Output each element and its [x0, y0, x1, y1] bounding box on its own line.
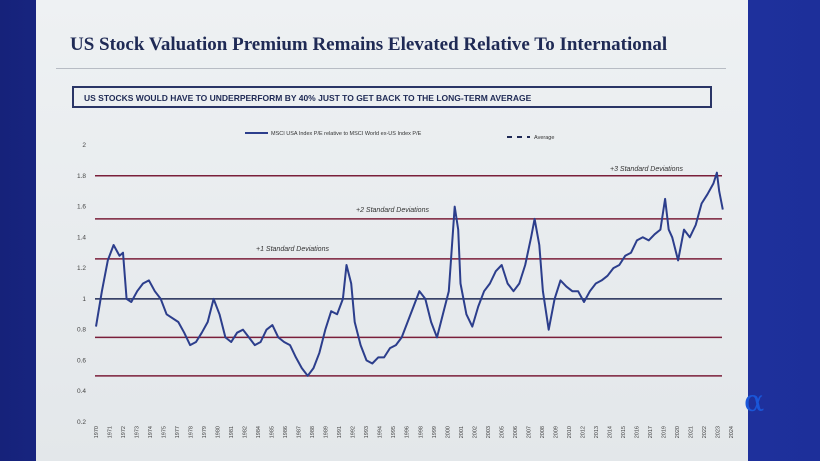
- callout-text: US STOCKS WOULD HAVE TO UNDERPERFORM BY …: [84, 93, 532, 103]
- x-tick-label: 2009: [553, 426, 559, 438]
- x-tick-label: 1999: [432, 426, 438, 438]
- x-tick-label: 2020: [675, 426, 681, 438]
- std-deviation-label: +2 Standard Deviations: [356, 207, 429, 214]
- x-tick-label: 1977: [175, 426, 181, 438]
- x-tick-label: 1974: [148, 426, 154, 438]
- x-tick-label: 2005: [499, 426, 505, 438]
- y-tick-label: 1.8: [77, 173, 86, 180]
- x-tick-label: 2010: [567, 426, 573, 438]
- x-tick-label: 1982: [243, 426, 249, 438]
- x-tick-label: 1998: [418, 426, 424, 438]
- slide: [36, 0, 748, 461]
- series-line-relative-pe: [95, 171, 724, 377]
- x-tick-label: 1980: [216, 426, 222, 438]
- x-tick-label: 2024: [729, 426, 735, 438]
- x-tick-label: 1970: [94, 426, 100, 438]
- x-tick-label: 1984: [256, 426, 262, 438]
- x-tick-label: 1988: [310, 426, 316, 438]
- y-tick-label: 1: [82, 296, 86, 303]
- x-tick-label: 2022: [702, 426, 708, 438]
- x-tick-label: 1972: [121, 426, 127, 438]
- x-tick-label: 1989: [324, 426, 330, 438]
- x-tick-label: 1978: [189, 426, 195, 438]
- x-tick-label: 2002: [472, 426, 478, 438]
- x-tick-label: 1979: [202, 426, 208, 438]
- x-tick-label: 1991: [337, 426, 343, 438]
- x-tick-label: 1995: [391, 426, 397, 438]
- legend-average-label: Average: [534, 135, 554, 141]
- x-tick-label: 2019: [661, 426, 667, 438]
- y-tick-label: 0.8: [77, 327, 86, 334]
- x-tick-label: 1981: [229, 426, 235, 438]
- x-tick-label: 1992: [351, 426, 357, 438]
- title-divider: [56, 68, 726, 69]
- x-tick-label: 2007: [526, 426, 532, 438]
- std-deviation-label: +1 Standard Deviations: [256, 246, 329, 253]
- y-tick-label: 1.6: [77, 204, 86, 211]
- x-tick-label: 1993: [364, 426, 370, 438]
- x-tick-label: 1987: [297, 426, 303, 438]
- x-tick-label: 1986: [283, 426, 289, 438]
- y-tick-label: 1.4: [77, 234, 86, 241]
- x-tick-label: 2017: [648, 426, 654, 438]
- slide-title: US Stock Valuation Premium Remains Eleva…: [70, 34, 668, 55]
- x-tick-label: 2003: [486, 426, 492, 438]
- x-tick-label: 1985: [270, 426, 276, 438]
- y-tick-label: 0.6: [77, 357, 86, 364]
- x-tick-label: 2001: [459, 426, 465, 438]
- std-deviation-label: +3 Standard Deviations: [610, 166, 683, 173]
- x-tick-label: 2023: [715, 426, 721, 438]
- legend-series-label: MSCI USA Index P/E relative to MSCI Worl…: [271, 131, 422, 137]
- x-tick-label: 1971: [108, 426, 114, 438]
- x-tick-label: 1975: [162, 426, 168, 438]
- y-tick-label: 0.2: [77, 419, 86, 426]
- x-tick-label: 2021: [688, 426, 694, 438]
- x-tick-label: 1994: [378, 426, 384, 438]
- x-tick-label: 2000: [445, 426, 451, 438]
- callout-box: US STOCKS WOULD HAVE TO UNDERPERFORM BY …: [72, 86, 712, 108]
- x-tick-label: 2012: [580, 426, 586, 438]
- x-tick-label: 2006: [513, 426, 519, 438]
- y-tick-label: 2: [82, 142, 86, 149]
- x-tick-label: 1973: [135, 426, 141, 438]
- x-tick-label: 2013: [594, 426, 600, 438]
- x-tick-label: 2015: [621, 426, 627, 438]
- alpha-logo: α: [744, 384, 765, 419]
- x-tick-label: 2016: [634, 426, 640, 438]
- x-tick-label: 2014: [607, 426, 613, 438]
- y-tick-label: 0.4: [77, 388, 86, 395]
- y-tick-label: 1.2: [77, 265, 86, 272]
- x-tick-label: 2008: [540, 426, 546, 438]
- x-tick-label: 1996: [405, 426, 411, 438]
